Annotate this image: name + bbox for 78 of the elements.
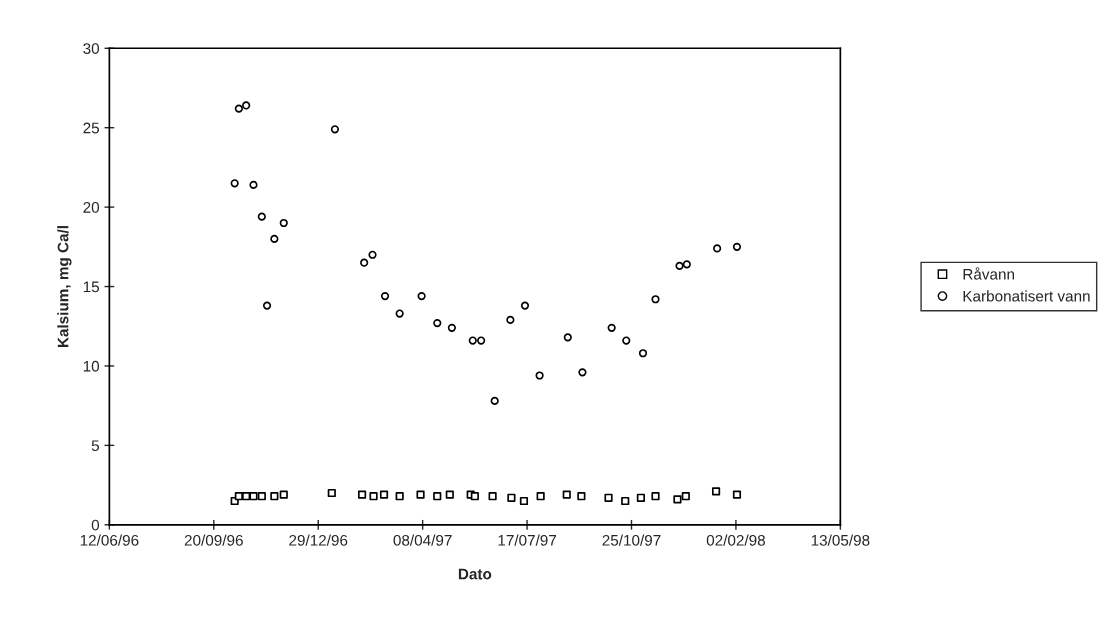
y-tick-label: 15 xyxy=(83,281,100,293)
x-tick-label: 13/05/98 xyxy=(811,534,870,546)
point xyxy=(535,371,544,380)
legend-label: Råvann xyxy=(963,267,1014,280)
point xyxy=(477,336,486,345)
point xyxy=(578,368,587,377)
point xyxy=(270,234,279,243)
point xyxy=(636,493,645,502)
y-tick-label: 0 xyxy=(91,519,100,531)
point xyxy=(249,180,258,189)
point xyxy=(395,492,404,501)
point xyxy=(270,492,279,501)
x-tick-label: 12/06/96 xyxy=(80,534,139,546)
y-tick-label: 5 xyxy=(91,440,100,452)
point xyxy=(230,179,239,188)
point xyxy=(682,260,691,269)
point xyxy=(490,396,499,405)
point xyxy=(447,323,456,332)
point xyxy=(262,301,272,310)
point xyxy=(470,492,479,501)
x-tick-label: 02/02/98 xyxy=(706,534,765,546)
point xyxy=(468,336,477,345)
point xyxy=(433,492,442,501)
point xyxy=(563,333,572,342)
point xyxy=(369,492,378,501)
point xyxy=(562,490,571,499)
point xyxy=(638,349,648,358)
y-tick-label: 30 xyxy=(83,43,100,54)
point xyxy=(330,125,340,134)
point xyxy=(711,487,721,496)
point xyxy=(732,490,742,499)
point xyxy=(577,492,586,501)
point xyxy=(488,492,497,501)
x-axis-title: Dato xyxy=(458,568,492,580)
point xyxy=(417,291,426,301)
point xyxy=(279,490,288,499)
point xyxy=(713,244,722,253)
point xyxy=(506,315,515,324)
x-tick-label: 29/12/96 xyxy=(289,534,348,546)
point xyxy=(380,291,390,301)
point xyxy=(651,492,660,501)
point xyxy=(622,336,631,345)
point xyxy=(520,301,530,310)
point xyxy=(257,492,266,501)
point xyxy=(621,496,630,506)
x-tick-label: 17/07/97 xyxy=(498,534,557,546)
point xyxy=(433,318,442,328)
point xyxy=(673,495,682,504)
x-tick-label: 20/09/96 xyxy=(184,534,243,546)
point xyxy=(651,295,660,304)
y-tick-label: 25 xyxy=(83,122,100,134)
x-tick-label: 25/10/97 xyxy=(602,534,661,546)
point xyxy=(360,258,369,267)
point xyxy=(507,493,516,502)
point xyxy=(607,323,616,332)
point xyxy=(234,104,243,113)
point xyxy=(357,490,367,499)
x-tick-label: 08/04/97 xyxy=(393,534,452,546)
y-tick-label: 10 xyxy=(83,360,100,372)
point xyxy=(242,101,251,110)
point xyxy=(279,218,288,228)
point xyxy=(379,490,389,499)
point xyxy=(327,488,336,498)
point xyxy=(445,490,454,499)
point xyxy=(681,492,690,501)
point xyxy=(519,496,529,506)
point xyxy=(604,493,613,502)
point xyxy=(536,492,545,501)
legend-label: Karbonatisert vann xyxy=(963,290,1090,302)
point xyxy=(675,261,684,270)
point xyxy=(416,490,425,499)
point xyxy=(732,242,742,251)
y-tick-label: 20 xyxy=(83,201,100,213)
point xyxy=(395,309,404,318)
point xyxy=(257,212,266,221)
y-axis-title: Kalsium, mg Ca/l xyxy=(57,226,72,348)
point xyxy=(368,250,377,259)
point xyxy=(249,492,258,501)
